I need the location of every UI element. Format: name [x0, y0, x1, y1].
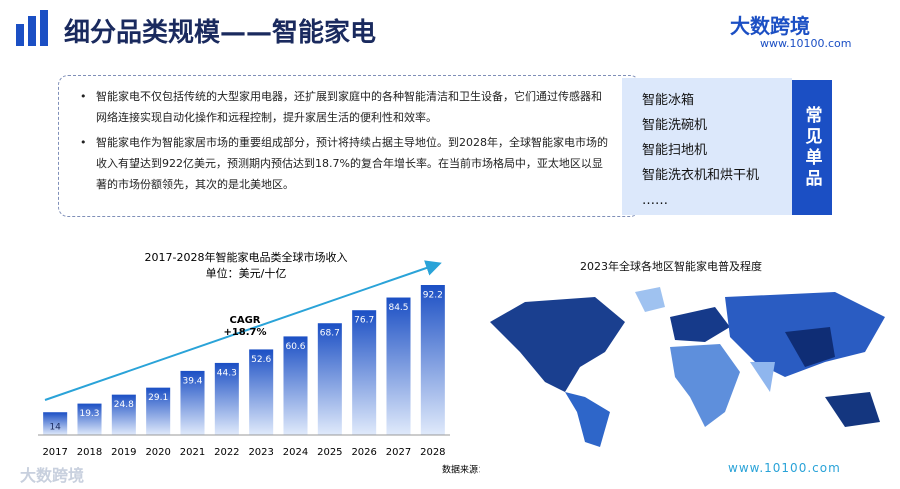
value-label: 60.6	[285, 342, 305, 352]
x-tick-label: 2021	[180, 447, 205, 458]
value-label: 24.8	[114, 400, 134, 410]
bar	[111, 394, 136, 435]
bar	[249, 349, 274, 435]
value-label: 76.7	[354, 316, 374, 326]
x-tick-label: 2018	[77, 447, 102, 458]
bar	[43, 412, 68, 435]
x-tick-label: 2022	[214, 447, 239, 458]
x-tick-label: 2019	[111, 447, 136, 458]
value-label: 14	[49, 423, 61, 433]
bullet: 智能家电不仅包括传统的大型家用电器，还扩展到家庭中的各种智能清洁和卫生设备，它们…	[80, 86, 610, 128]
value-label: 19.3	[79, 409, 99, 419]
x-tick-label: 2027	[386, 447, 411, 458]
bar	[283, 336, 308, 435]
title-icon	[16, 10, 48, 46]
value-label: 52.6	[251, 355, 271, 365]
product-panel	[622, 78, 792, 215]
x-tick-label: 2024	[283, 447, 308, 458]
product-item: 智能洗衣机和烘干机	[642, 168, 760, 183]
product-item: 智能扫地机	[642, 143, 708, 158]
bar	[317, 323, 342, 435]
value-label: 39.4	[182, 376, 202, 386]
value-label: 44.3	[217, 368, 237, 378]
x-tick-label: 2025	[317, 447, 342, 458]
watermark: 大数跨境	[20, 466, 85, 485]
bar-chart: 2017-2028年智能家电品类全球市场收入 单位：美元/十亿 CAGR +18…	[38, 250, 480, 476]
page-title: 细分品类规模——智能家电	[64, 18, 377, 48]
x-tick-label: 2017	[42, 447, 67, 458]
product-item: ……	[642, 193, 668, 208]
product-item: 智能冰箱	[642, 93, 695, 108]
x-tick-label: 2020	[145, 447, 170, 458]
bar	[214, 362, 239, 435]
bar	[77, 403, 102, 435]
logo-url: www.10100.com	[760, 37, 852, 50]
bullet-list: 智能家电不仅包括传统的大型家用电器，还扩展到家庭中的各种智能清洁和卫生设备，它们…	[80, 86, 610, 199]
chart-subtitle: 单位：美元/十亿	[206, 266, 287, 280]
value-label: 29.1	[148, 393, 168, 403]
bar	[180, 370, 205, 435]
value-label: 92.2	[423, 291, 443, 301]
x-tick-label: 2023	[248, 447, 273, 458]
trend-arrow	[44, 260, 442, 401]
source: 数据来源：statista	[442, 464, 480, 476]
bar	[420, 285, 445, 435]
value-label: 68.7	[320, 329, 340, 339]
logo: 大数跨境	[730, 14, 810, 38]
product-item: 智能洗碗机	[642, 118, 708, 133]
bar	[146, 387, 171, 435]
map-title: 2023年全球各地区智能家电普及程度	[580, 260, 762, 273]
bullet: 智能家电作为智能家居市场的重要组成部分，预计将持续占据主导地位。到2028年，全…	[80, 132, 610, 195]
cagr-value: +18.7%	[223, 327, 266, 338]
chart-title: 2017-2028年智能家电品类全球市场收入	[145, 250, 348, 264]
bar	[386, 297, 411, 435]
value-label: 84.5	[388, 303, 408, 313]
x-tick-label: 2028	[420, 447, 445, 458]
footer-url: www.10100.com	[728, 461, 841, 475]
product-label: 常见单品	[792, 80, 832, 215]
world-map	[490, 287, 885, 447]
bar	[352, 310, 377, 435]
cagr-label: CAGR	[230, 315, 261, 326]
product-list: 智能冰箱智能洗碗机智能扫地机智能洗衣机和烘干机 ……	[642, 88, 759, 213]
x-tick-label: 2026	[351, 447, 376, 458]
